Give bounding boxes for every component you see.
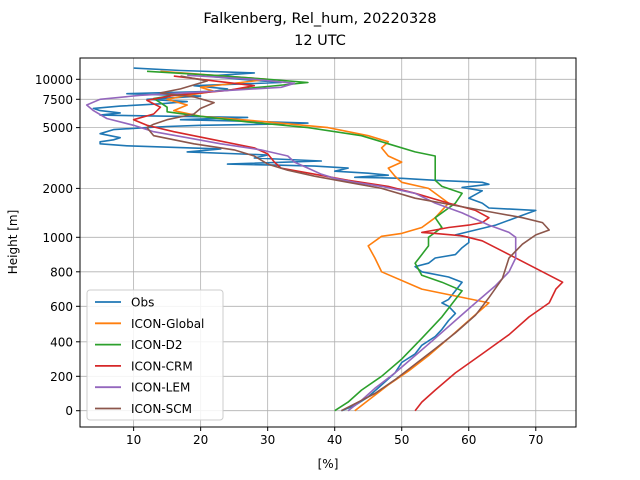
legend-label: Obs	[131, 296, 154, 310]
x-tick-label: 30	[260, 433, 275, 447]
series-line-obs	[92, 67, 537, 412]
chart-subtitle: 12 UTC	[294, 33, 346, 49]
y-tick-label: 600	[50, 300, 73, 314]
y-tick-label: 7500	[42, 93, 73, 107]
x-tick-label: 10	[126, 433, 141, 447]
y-tick-label: 10000	[35, 73, 73, 87]
legend-box	[86, 289, 224, 421]
x-tick-label: 40	[327, 433, 342, 447]
series-line-icon-lem	[85, 74, 517, 412]
legend-label: ICON-SCM	[131, 402, 192, 416]
x-tick-label: 60	[461, 433, 476, 447]
legend: Obs ICON-Global ICON-D2 ICON-CRM ICON-LEM ICO…	[86, 289, 224, 421]
plot-frame	[79, 57, 577, 428]
series-layer	[85, 67, 564, 412]
series-line-icon-scm	[146, 75, 551, 412]
legend-label: ICON-LEM	[131, 381, 190, 395]
y-tick-label: 0	[65, 404, 73, 418]
legend-label: ICON-D2	[131, 338, 183, 352]
x-axis-label: [%]	[318, 457, 339, 471]
chart-title: Falkenberg, Rel_hum, 20220328	[203, 11, 436, 27]
x-tick-label: 70	[528, 433, 543, 447]
series-line-icon-crm	[132, 75, 564, 412]
legend-label: ICON-CRM	[131, 359, 193, 373]
y-tick-label: 400	[50, 335, 73, 349]
y-axis-label: Height [m]	[6, 210, 20, 275]
y-tick-label: 800	[50, 265, 73, 279]
y-tick-label: 5000	[42, 121, 73, 135]
legend-label: ICON-Global	[131, 317, 204, 331]
y-tick-label: 1000	[42, 231, 73, 245]
y-tick-label: 2000	[42, 182, 73, 196]
x-tick-label: 50	[394, 433, 409, 447]
ticks: 10 20 30 40 50 60 70 0 200 400 600 800 1000 2000 5000 7…	[35, 73, 544, 447]
x-tick-label: 20	[193, 433, 208, 447]
y-tick-label: 200	[50, 370, 73, 384]
